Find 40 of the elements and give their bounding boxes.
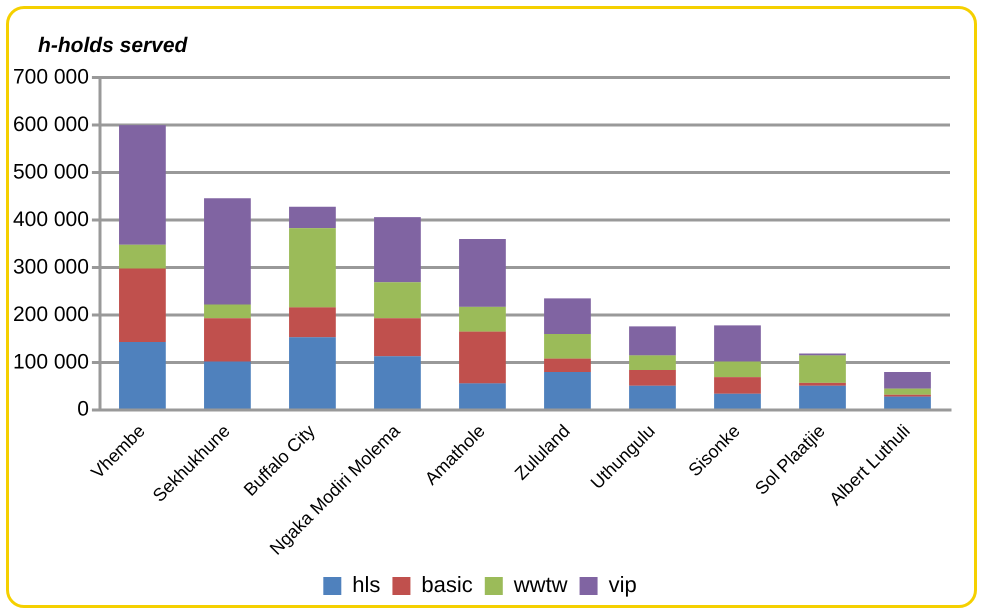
bar — [629, 355, 676, 370]
y-tick-label: 400 000 — [12, 208, 89, 231]
y-tick-label: 100 000 — [12, 350, 89, 374]
bar — [714, 325, 761, 362]
bar — [459, 239, 506, 307]
bar — [204, 318, 251, 362]
bar — [884, 372, 931, 389]
bar — [119, 244, 166, 268]
chart-title: h-holds served — [38, 34, 188, 58]
bar — [204, 304, 251, 318]
bar — [289, 206, 336, 228]
y-tick-label: 600 000 — [12, 112, 89, 136]
bar — [374, 318, 421, 356]
bar — [289, 307, 336, 338]
bar — [119, 268, 166, 342]
bar — [629, 326, 676, 356]
bar — [544, 334, 591, 359]
bar — [799, 355, 846, 383]
y-tick-label: 0 — [77, 398, 89, 421]
bar — [459, 306, 506, 332]
bar — [119, 125, 166, 245]
bar — [289, 228, 336, 308]
y-tick-label: 500 000 — [12, 160, 89, 184]
y-tick-label: 700 000 — [12, 65, 89, 88]
bar — [459, 332, 506, 384]
y-tick-label: 200 000 — [12, 302, 89, 326]
legend-label: vip — [608, 572, 637, 598]
bar — [629, 370, 676, 386]
bar — [714, 377, 761, 394]
bar — [544, 358, 591, 372]
legend-label: wwtw — [512, 572, 568, 598]
bar — [714, 362, 761, 378]
bar — [374, 217, 421, 282]
legend-label: basic — [421, 572, 473, 598]
bar — [884, 388, 931, 395]
legend-label: hls — [352, 572, 380, 598]
bar — [544, 298, 591, 334]
bar — [374, 282, 421, 318]
y-tick-label: 300 000 — [12, 255, 89, 278]
bar — [204, 198, 251, 305]
